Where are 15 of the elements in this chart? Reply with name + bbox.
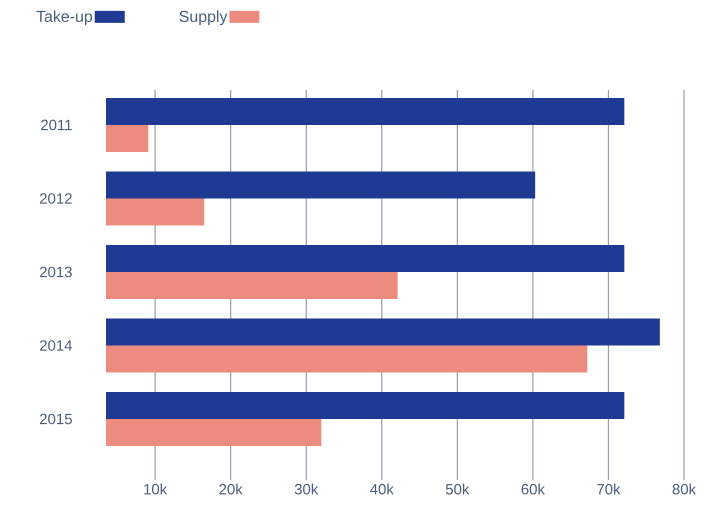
y-tick-label: 2014	[40, 340, 72, 351]
x-tick-label: 10k	[144, 484, 168, 494]
x-tick-label: 60k	[522, 484, 545, 494]
y-tick-label: 2013	[40, 266, 72, 278]
x-tick-label: 20k	[219, 484, 243, 494]
y-tick-label: 2011	[41, 120, 72, 130]
y-tick-label: 2015	[40, 414, 72, 424]
legend-label: Take-up	[36, 10, 92, 26]
x-tick-label: 50k	[446, 484, 470, 494]
y-tick-label: 2012	[40, 193, 72, 204]
x-tick-label: 30k	[294, 484, 318, 494]
x-tick-label: 70k	[597, 484, 621, 494]
x-tick-label: 80k	[672, 484, 696, 494]
x-tick-label: 40k	[370, 484, 394, 494]
legend-label: Supply	[179, 10, 228, 26]
